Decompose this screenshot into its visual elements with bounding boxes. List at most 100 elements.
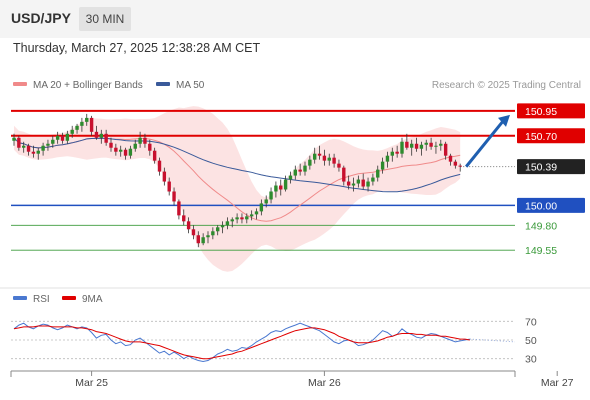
candle-body xyxy=(419,144,424,149)
candle-body xyxy=(322,155,327,161)
candle-body xyxy=(60,135,65,141)
candle-body xyxy=(303,165,307,172)
rsi-tick-50: 50 xyxy=(525,335,537,347)
candle-body xyxy=(342,167,346,182)
candle-body xyxy=(167,181,171,192)
candle-body xyxy=(225,221,230,226)
candle-body xyxy=(216,227,220,232)
candle-body xyxy=(123,149,128,156)
candle-body xyxy=(453,161,458,166)
candle-body xyxy=(41,145,45,151)
candle-body xyxy=(405,141,409,148)
datetime-label: Thursday, March 27, 2025 12:38:28 AM CET xyxy=(13,41,261,55)
ma50-legend-label: MA 50 xyxy=(176,80,205,91)
candle-body xyxy=(36,150,40,154)
candle-body xyxy=(414,143,419,149)
candle-body xyxy=(65,133,70,141)
candle-body xyxy=(400,141,404,154)
candle-body xyxy=(385,155,390,162)
candle-body xyxy=(85,117,89,122)
candle-body xyxy=(109,142,113,148)
ma9-legend-label: 9MA xyxy=(82,294,103,305)
candle-body xyxy=(308,159,312,166)
candle-body xyxy=(254,211,259,215)
candle-body xyxy=(22,145,26,148)
symbol-label: USD/JPY xyxy=(11,10,71,26)
candle-body xyxy=(152,150,157,161)
level-label-149-80: 149.80 xyxy=(525,220,557,232)
level-label-149-55: 149.55 xyxy=(525,245,557,257)
candle-body xyxy=(371,177,375,182)
candle-body xyxy=(138,137,142,144)
candle-body xyxy=(283,179,288,190)
ma50-line xyxy=(13,137,461,193)
candle-body xyxy=(148,143,152,151)
rsi-swatch xyxy=(13,296,27,301)
candle-body xyxy=(55,135,60,140)
level-label-150-95: 150.95 xyxy=(525,106,557,118)
rsi-tick-70: 70 xyxy=(525,316,537,328)
forecast-arrow-head xyxy=(498,114,510,127)
ma20-swatch xyxy=(13,82,27,87)
candle-body xyxy=(448,155,453,162)
candle-body xyxy=(172,191,176,202)
candle-body xyxy=(94,131,99,138)
candle-body xyxy=(395,151,399,154)
credit-label: Research © 2025 Trading Central xyxy=(431,80,581,91)
ma20-legend-label: MA 20 + Bollinger Bands xyxy=(33,80,143,91)
candle-body xyxy=(177,201,181,216)
candle-body xyxy=(196,235,200,244)
candle-body xyxy=(99,133,103,138)
candle-body xyxy=(186,221,191,230)
candle-body xyxy=(288,175,293,180)
candle-body xyxy=(235,217,239,220)
candle-body xyxy=(434,145,438,147)
candle-body xyxy=(89,117,94,132)
level-label-150-70: 150.70 xyxy=(525,131,557,143)
level-label-150-39: 150.39 xyxy=(525,162,557,174)
candle-body xyxy=(366,181,370,187)
candle-body xyxy=(75,125,79,130)
top-bar: USD/JPY 30 MIN xyxy=(0,0,590,38)
level-tag-150-95 xyxy=(517,103,585,119)
candle-body xyxy=(230,219,234,222)
candle-body xyxy=(162,171,167,182)
candle-body xyxy=(114,147,118,152)
legend-rsi: RSI xyxy=(13,294,50,305)
candle-body xyxy=(298,169,302,172)
candle-body xyxy=(390,151,394,156)
candle-body xyxy=(26,145,31,152)
rsi-tick-30: 30 xyxy=(525,354,537,366)
level-tag-150-39 xyxy=(517,159,585,175)
x-label-mar-25: Mar 25 xyxy=(75,377,108,389)
timeframe-button[interactable]: 30 MIN xyxy=(79,7,131,31)
rsi-ma-line xyxy=(13,325,470,360)
candle-body xyxy=(245,216,249,220)
candle-body xyxy=(293,169,297,176)
candle-body xyxy=(361,179,365,187)
candle-body xyxy=(51,139,55,144)
legend-ma50: MA 50 xyxy=(156,80,204,91)
candle-body xyxy=(264,199,268,204)
level-tag-150-70 xyxy=(517,128,585,144)
legend-9ma: 9MA xyxy=(62,294,103,305)
candle-body xyxy=(133,143,137,149)
candle-body xyxy=(12,137,16,141)
candle-body xyxy=(376,169,380,178)
level-label-150-00: 150.00 xyxy=(525,200,557,212)
candle-body xyxy=(220,225,225,228)
candle-body xyxy=(240,217,244,220)
candle-body xyxy=(424,142,428,145)
candle-body xyxy=(70,129,74,134)
candle-body xyxy=(351,183,356,186)
forecast-arrow-shaft xyxy=(465,118,506,168)
candle-body xyxy=(157,160,162,172)
candle-body xyxy=(211,231,215,236)
candle-body xyxy=(31,151,36,154)
candle-body xyxy=(80,121,84,126)
candle-body xyxy=(313,153,317,160)
legend-ma20: MA 20 + Bollinger Bands xyxy=(13,80,143,91)
candle-body xyxy=(458,165,462,167)
candle-body xyxy=(17,137,21,148)
